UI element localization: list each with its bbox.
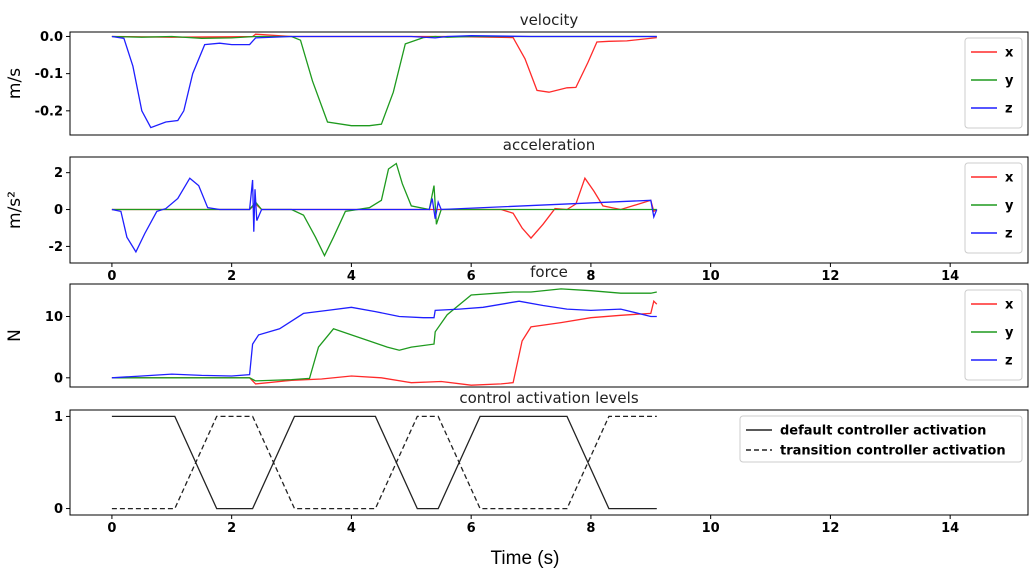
legend-label: transition controller activation: [780, 444, 1006, 459]
legend-box: [739, 415, 1023, 463]
legend-label: x: [1005, 46, 1014, 61]
panel-title: force: [530, 263, 568, 281]
panel-0: velocity m/s 0.0 -0.1 -0.2 xyz: [5, 11, 1029, 136]
panel-title: velocity: [520, 11, 579, 29]
x-tick-label: 14: [941, 269, 959, 284]
legend-label: y: [1005, 74, 1014, 89]
series-line-x: [111, 299, 658, 386]
y-tick-label: -2: [49, 240, 63, 255]
series-line-x: [111, 33, 657, 93]
y-tick-label: 0: [54, 502, 63, 517]
y-tick-label: 1: [54, 410, 63, 425]
x-tick-label: 10: [702, 521, 720, 536]
panel-2: force N 10 0 xyz: [5, 263, 1029, 388]
x-tick-label: 6: [467, 269, 476, 284]
series-line-y: [111, 288, 657, 382]
y-tick-label: 0.0: [40, 30, 63, 45]
legend-label: x: [1005, 298, 1014, 313]
x-tick-label: 2: [227, 269, 236, 284]
plot-frame: [69, 283, 1029, 388]
legend-label: z: [1005, 227, 1013, 242]
y-tick-label: 0: [54, 203, 63, 218]
legend-label: y: [1005, 326, 1014, 341]
legend-label: x: [1005, 171, 1014, 186]
panels: velocitym/s0.0-0.1-0.2xyzaccelerationm/s…: [5, 11, 1029, 536]
panel-1: acceleration m/s² 2 0 -2 0 2 4 6 8 10 12 14 xyz: [5, 136, 1029, 284]
legend-box: [964, 289, 1023, 381]
x-tick-label: 8: [586, 521, 595, 536]
panel-title: acceleration: [503, 136, 595, 154]
x-tick-label: 6: [467, 521, 476, 536]
y-axis-label: m/s²: [5, 191, 25, 229]
y-tick-label: 10: [45, 310, 63, 325]
legend-label: y: [1005, 199, 1014, 214]
legend-label: default controller activation: [780, 424, 986, 439]
series-line-default-controller-activation: [111, 415, 657, 510]
y-axis-label: m/s: [5, 68, 25, 99]
panel-title: control activation levels: [459, 389, 638, 407]
series-line-z: [111, 300, 657, 379]
legend-label: z: [1005, 102, 1013, 117]
plot-frame: [69, 31, 1029, 136]
x-tick-label: 4: [347, 521, 356, 536]
plot-frame: [69, 409, 1029, 516]
series-line-y: [111, 35, 657, 127]
legend-box: [964, 37, 1023, 129]
x-axis-label: Time (s): [491, 548, 560, 569]
y-tick-label: -0.1: [35, 67, 63, 82]
y-tick-label: 0: [54, 371, 63, 386]
x-tick-label: 2: [227, 521, 236, 536]
y-axis-label: N: [5, 329, 25, 342]
x-tick-label: 14: [941, 521, 959, 536]
series-line-z: [111, 177, 658, 254]
x-tick-label: 0: [107, 269, 116, 284]
x-tick-label: 0: [107, 521, 116, 536]
series-line-transition-controller-activation: [111, 415, 657, 510]
x-tick-label: 12: [821, 521, 839, 536]
x-tick-label: 12: [821, 269, 839, 284]
x-tick-label: 8: [586, 269, 595, 284]
x-tick-label: 4: [347, 269, 356, 284]
y-tick-label: 2: [54, 166, 63, 181]
x-tick-label: 10: [702, 269, 720, 284]
legend-label: z: [1005, 354, 1013, 369]
series-line-z: [111, 35, 657, 129]
legend-box: [964, 162, 1023, 254]
y-tick-label: -0.2: [35, 104, 63, 119]
